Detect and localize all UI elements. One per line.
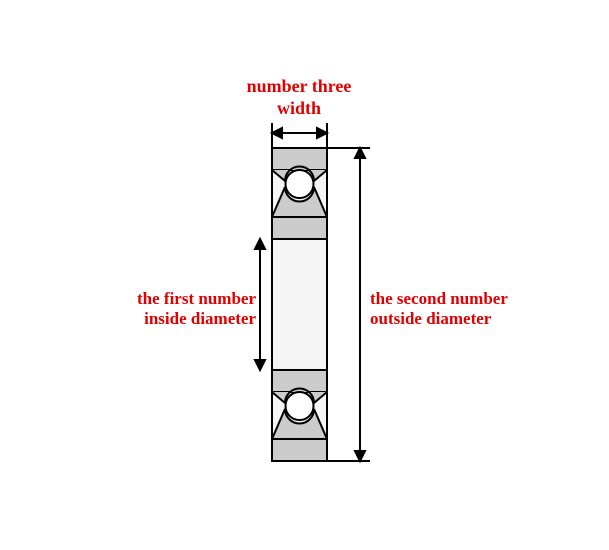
label-inside-diameter: the first number inside diameter xyxy=(86,289,256,330)
label-width: number three width xyxy=(209,76,389,119)
label-width-line1: number three xyxy=(247,76,352,96)
label-outside-line1: the second number xyxy=(370,289,508,308)
label-width-line2: width xyxy=(277,98,321,118)
label-outside-diameter: the second number outside diameter xyxy=(370,289,570,330)
label-outside-line2: outside diameter xyxy=(370,309,491,328)
dimension-width xyxy=(272,123,327,148)
dimension-inside-diameter xyxy=(255,239,265,370)
label-inside-line2: inside diameter xyxy=(144,309,256,328)
label-inside-line1: the first number xyxy=(137,289,256,308)
bearing-cross-section xyxy=(272,148,327,461)
dimension-outside-diameter xyxy=(327,148,370,461)
